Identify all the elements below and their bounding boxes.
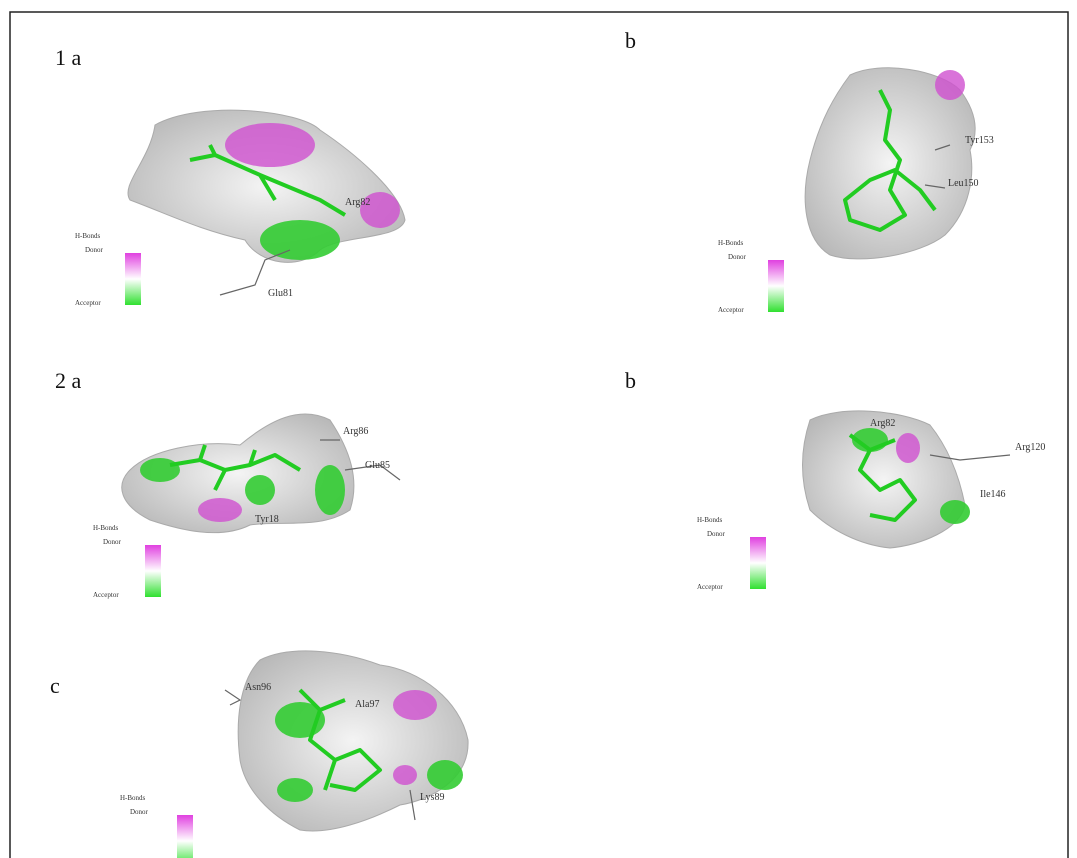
residue-label: Glu81 <box>268 288 293 299</box>
donor-region <box>935 70 965 100</box>
panel-label: b <box>625 28 636 53</box>
legend-title: H-Bonds <box>93 524 119 532</box>
residue-label: Leu150 <box>948 178 979 189</box>
legend-title: H-Bonds <box>697 516 723 524</box>
legend-acceptor: Acceptor <box>93 591 119 599</box>
legend-acceptor: Acceptor <box>75 299 101 307</box>
legend-gradient <box>177 815 193 858</box>
figure: 1 a H-Bonds Donor Acceptor Arg82 Glu81 b H-Bond… <box>0 0 1077 858</box>
donor-region <box>225 123 315 167</box>
donor-region <box>896 433 920 463</box>
legend-donor: Donor <box>707 530 726 538</box>
donor-region <box>393 690 437 720</box>
residue-label: Glu85 <box>365 460 390 471</box>
legend-title: H-Bonds <box>75 232 101 240</box>
panel: b H-Bonds Donor Acceptor Tyr153 Leu150 <box>625 28 994 314</box>
residue-label: Arg82 <box>345 197 370 208</box>
legend-donor: Donor <box>130 808 149 816</box>
residue-label: Tyr153 <box>965 135 994 146</box>
residue-label: Tyr18 <box>255 514 279 525</box>
legend-donor: Donor <box>85 246 104 254</box>
panel: 2 a H-Bonds Donor Acceptor Arg86 Glu85 Tyr18 <box>55 368 400 599</box>
protein-surface <box>238 651 468 831</box>
residue-label: Ala97 <box>355 699 379 710</box>
acceptor-region <box>260 220 340 260</box>
legend-gradient <box>145 545 161 597</box>
panel-label: 2 a <box>55 368 82 393</box>
residue-label: Arg86 <box>343 426 368 437</box>
legend-title: H-Bonds <box>718 239 744 247</box>
residue-label: Ile146 <box>980 489 1006 500</box>
acceptor-region <box>245 475 275 505</box>
panel-label: c <box>50 673 60 698</box>
panel: 1 a H-Bonds Donor Acceptor Arg82 Glu81 <box>55 45 405 307</box>
legend-title: H-Bonds <box>120 794 146 802</box>
acceptor-region <box>315 465 345 515</box>
residue-label: Asn96 <box>245 682 271 693</box>
legend-gradient <box>750 537 766 589</box>
acceptor-region <box>427 760 463 790</box>
legend-donor: Donor <box>728 253 747 261</box>
panel: cH-BondsDonorAcceptorAsn96Ala97Lys89 <box>50 651 468 858</box>
protein-surface <box>803 411 966 548</box>
donor-region <box>198 498 242 522</box>
legend-gradient <box>768 260 784 312</box>
donor-region <box>393 765 417 785</box>
residue-label: Lys89 <box>420 792 444 803</box>
panel-label: b <box>625 368 636 393</box>
legend-donor: Donor <box>103 538 122 546</box>
acceptor-region <box>940 500 970 524</box>
acceptor-region <box>140 458 180 482</box>
acceptor-region <box>277 778 313 802</box>
legend-gradient <box>125 253 141 305</box>
legend-acceptor: Acceptor <box>718 306 744 314</box>
legend-acceptor: Acceptor <box>697 583 723 591</box>
panel: b H-Bonds Donor Acceptor Arg82 Arg120 Ile146 <box>625 368 1045 591</box>
residue-label: Arg82 <box>870 418 895 429</box>
residue-label: Arg120 <box>1015 442 1045 453</box>
panel-label: 1 a <box>55 45 82 70</box>
